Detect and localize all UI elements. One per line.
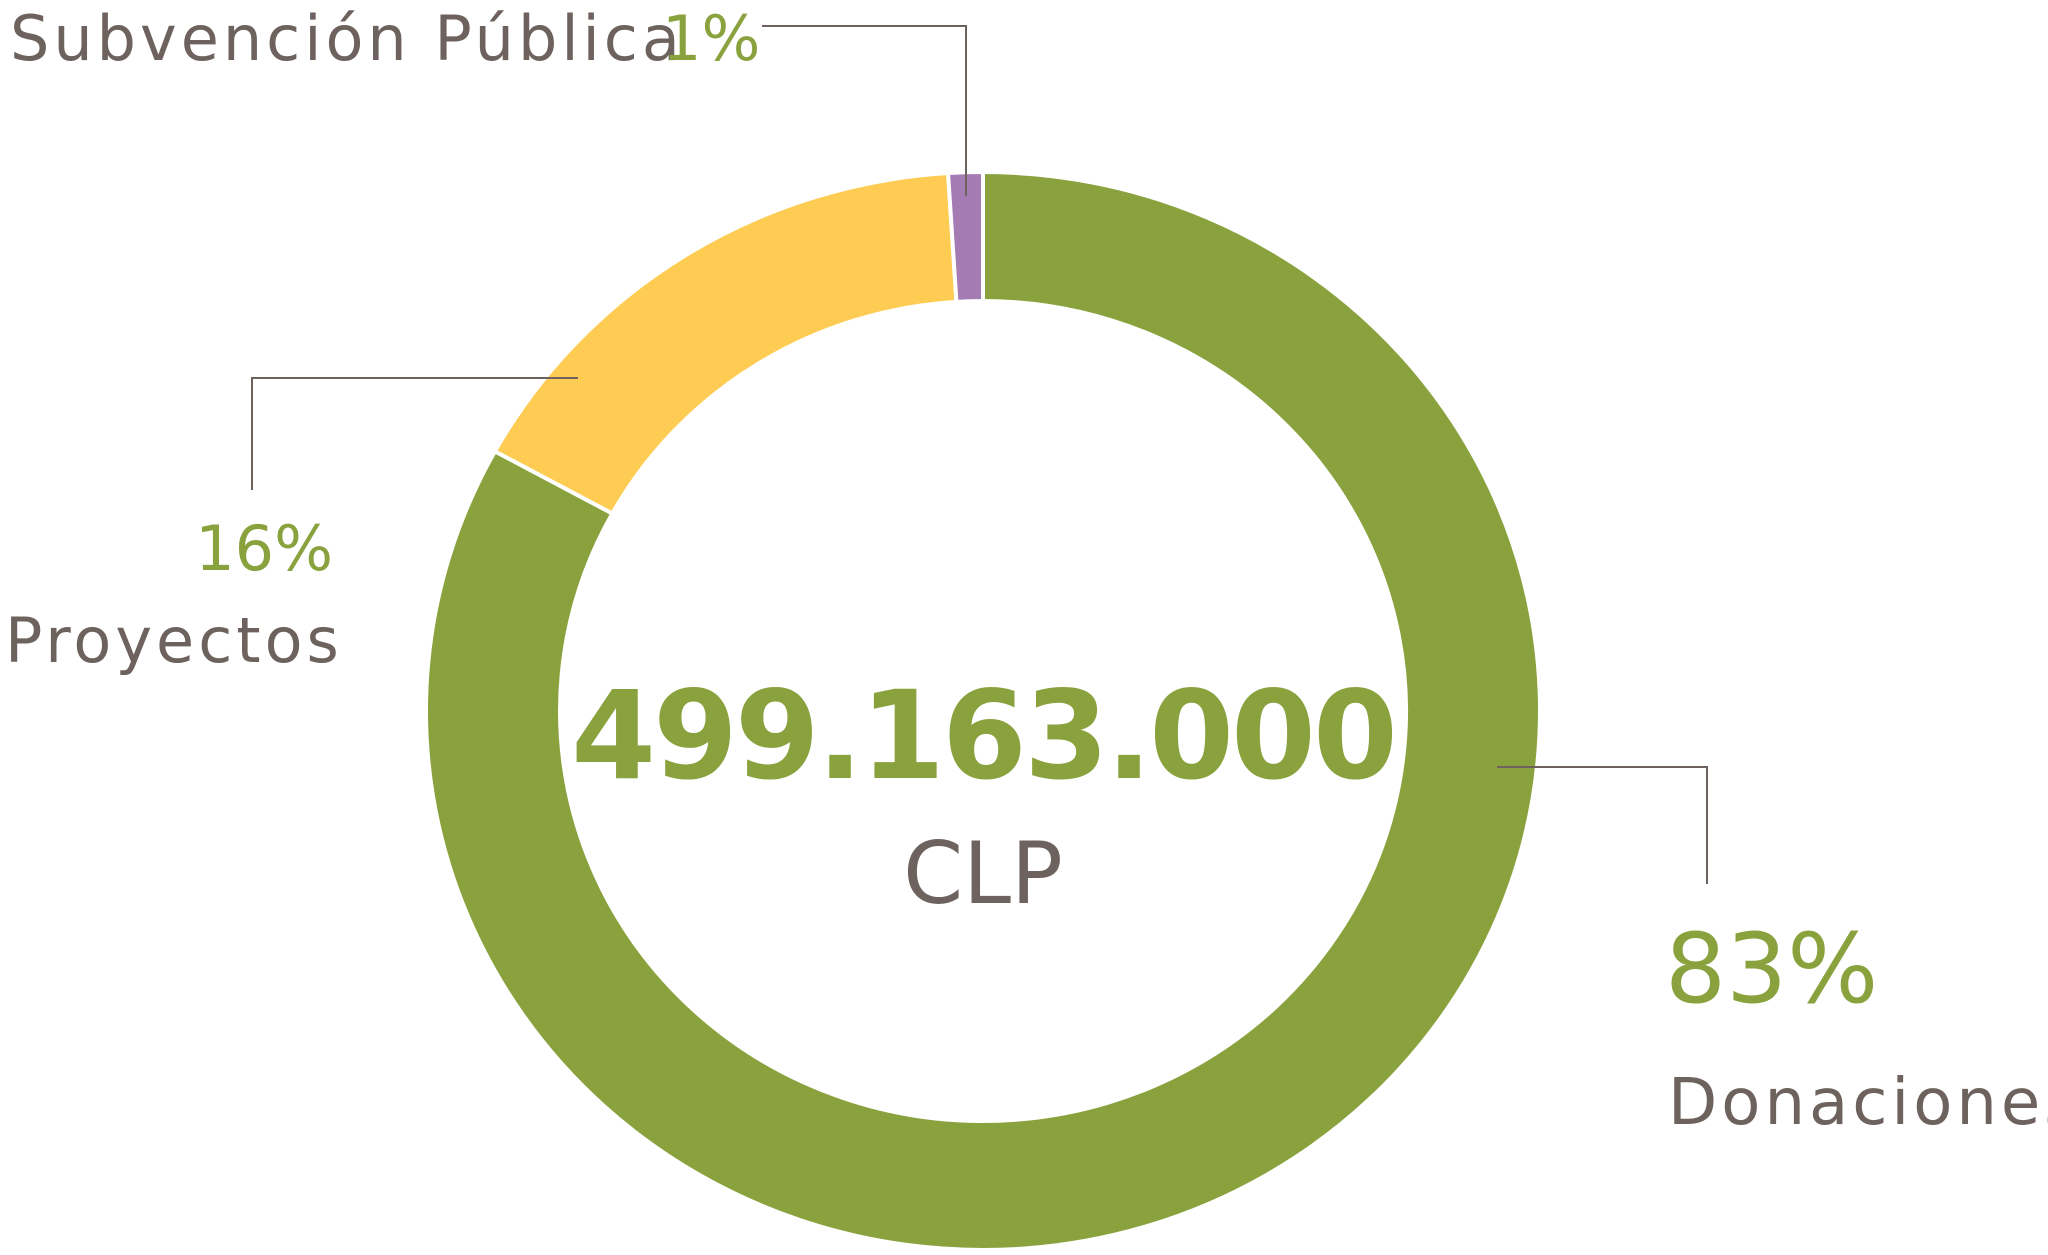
slice-donaciones [424, 170, 1542, 1252]
center-total: 499.163.000 [571, 665, 1395, 807]
slice-name-subvencion: Subvención Pública [10, 2, 684, 75]
slice-subvencion [946, 170, 985, 304]
slice-name-donaciones: Donaciones [1668, 1066, 2048, 1140]
leader-line-donaciones [1497, 766, 1708, 884]
center-unit: CLP [903, 824, 1063, 924]
leader-line-subvencion [762, 25, 967, 196]
slice-value-proyectos: 16% [195, 512, 333, 585]
slice-proyectos [492, 171, 959, 516]
donut-slices [424, 170, 1542, 1252]
slice-value-donaciones: 83% [1665, 913, 1878, 1025]
slice-value-subvencion: 1% [662, 2, 760, 75]
slice-name-proyectos: Proyectos [5, 604, 343, 677]
leader-line-proyectos [251, 377, 578, 490]
